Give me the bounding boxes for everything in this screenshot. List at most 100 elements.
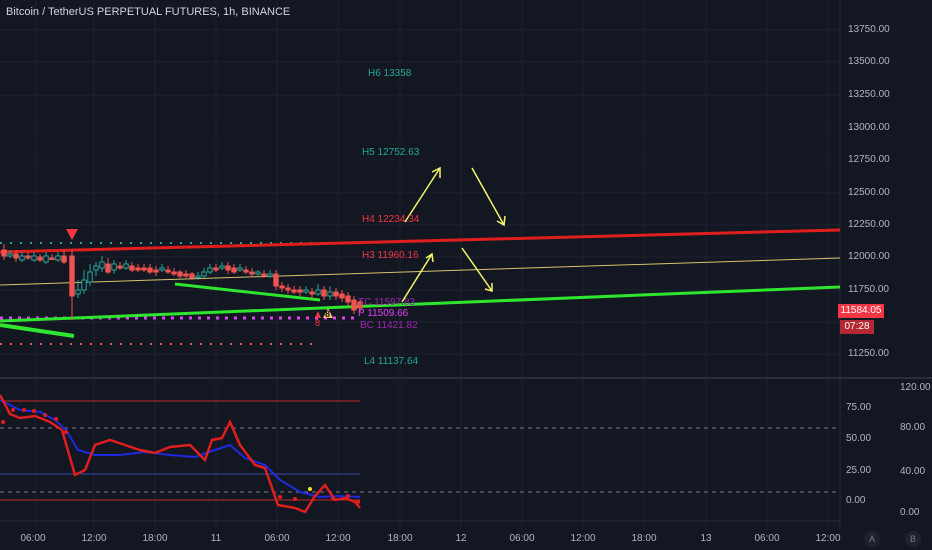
candle-body [105, 263, 111, 273]
pivot-label-l4: L4 11137.64 [364, 356, 419, 367]
price-axis-label: 11250.00 [848, 348, 889, 359]
osc-main-line [0, 394, 361, 514]
candle-body [351, 299, 357, 311]
candle-body [249, 271, 255, 275]
candle-body [165, 269, 171, 273]
support-trendline-mid[interactable] [174, 282, 321, 302]
price-axis-label: 11750.00 [848, 284, 889, 295]
pivot-label-h6: H6 13358 [368, 68, 412, 79]
candle-body [117, 265, 123, 269]
time-axis-label: 18:00 [631, 533, 657, 544]
candle-body [315, 289, 321, 295]
price-axis-label: 12250.00 [848, 219, 890, 230]
osc-axis-label-left: 50.00 [846, 433, 872, 444]
oscillator-pane[interactable] [0, 394, 840, 514]
candle-body [201, 271, 207, 277]
candle-body [189, 273, 195, 279]
candle-body [147, 267, 153, 273]
candle-body [303, 289, 309, 293]
time-axis-label: 12:00 [325, 533, 351, 544]
candle-body [195, 275, 201, 278]
candlestick-series[interactable] [1, 244, 363, 320]
candle-body [49, 257, 55, 260]
candle-body [153, 269, 159, 273]
time-axis-label: 06:00 [20, 533, 46, 544]
osc-signal-line [0, 399, 361, 499]
pivot-label-h3: H3 11960.16 [362, 250, 419, 261]
candle-body [273, 273, 279, 287]
candle-body [357, 301, 363, 309]
candle-body [225, 265, 231, 271]
log-scale-button[interactable]: B [905, 531, 921, 547]
pivot-label-tc: TC 11597.83 [358, 297, 416, 308]
osc-axis-label-left: 0.00 [846, 495, 866, 506]
support-trendline[interactable] [0, 285, 841, 323]
candle-body [13, 253, 19, 259]
time-axis-label: 12:00 [81, 533, 107, 544]
grid [0, 0, 840, 530]
candle-body [81, 279, 87, 291]
time-axis-label: 06:00 [509, 533, 535, 544]
current-price-label: 11584.05 [838, 304, 884, 318]
candle-body [297, 289, 303, 293]
auto-scale-button[interactable]: A [864, 531, 880, 547]
price-axis-label: 13750.00 [848, 24, 890, 35]
candle-body [339, 293, 345, 299]
support-trendline-left[interactable] [0, 323, 75, 338]
yellow-arrows[interactable] [401, 166, 506, 303]
time-axis-label: 18:00 [142, 533, 168, 544]
candle-body [61, 255, 67, 263]
time-axis-label: 06:00 [264, 533, 290, 544]
candle-body [75, 289, 81, 295]
candle-body [231, 267, 237, 273]
candle-body [69, 255, 75, 297]
osc-axis-label: 0.00 [900, 507, 920, 518]
warning-label: 8 [325, 309, 331, 319]
time-axis-label: 13 [700, 533, 712, 544]
candle-body [123, 263, 129, 269]
candle-body [243, 269, 249, 273]
resistance-trendline[interactable] [0, 228, 841, 254]
candle-body [87, 271, 93, 283]
time-axis-label: 12:00 [815, 533, 841, 544]
price-axis-label: 13250.00 [848, 89, 890, 100]
candle-body [111, 263, 117, 271]
up-arrow-icon [315, 311, 321, 318]
candle-body [333, 291, 339, 297]
price-axis-label: 12000.00 [848, 251, 890, 262]
candle-body [129, 265, 135, 271]
candle-body [207, 267, 213, 273]
osc-dots [1, 408, 360, 504]
candle-body [31, 255, 37, 261]
candle-body [219, 265, 225, 269]
osc-axis-label: 80.00 [900, 422, 926, 433]
candle-body [321, 289, 327, 297]
mid-trendline[interactable] [0, 257, 841, 286]
price-axis-label: 12750.00 [848, 154, 890, 165]
candle-body [43, 255, 49, 263]
candle-body [1, 249, 7, 257]
pivot-label-p: P 11509.66 [358, 308, 409, 319]
candle-body [327, 291, 333, 297]
price-axis-label: 13000.00 [848, 122, 890, 133]
warning-triangle-icon [323, 308, 333, 318]
candle-body [99, 261, 105, 269]
candle-body [159, 267, 165, 271]
candle-body [135, 267, 141, 271]
candle-body [291, 289, 297, 293]
candle-body [7, 253, 13, 257]
candle-body [261, 273, 267, 277]
osc-axis-label-left: 25.00 [846, 465, 872, 476]
price-axis-label: 12500.00 [848, 187, 890, 198]
candle-body [213, 267, 219, 271]
time-axis-label: 12 [455, 533, 467, 544]
candle-body [19, 255, 25, 261]
osc-yellow-dot [308, 487, 312, 491]
time-axis-label: 11 [210, 533, 222, 544]
time-axis-label: 18:00 [387, 533, 413, 544]
symbol-title[interactable]: Bitcoin / TetherUS PERPETUAL FUTURES, 1h… [6, 6, 291, 18]
candle-body [309, 291, 315, 295]
candle-body [237, 267, 243, 271]
candle-body [141, 267, 147, 271]
